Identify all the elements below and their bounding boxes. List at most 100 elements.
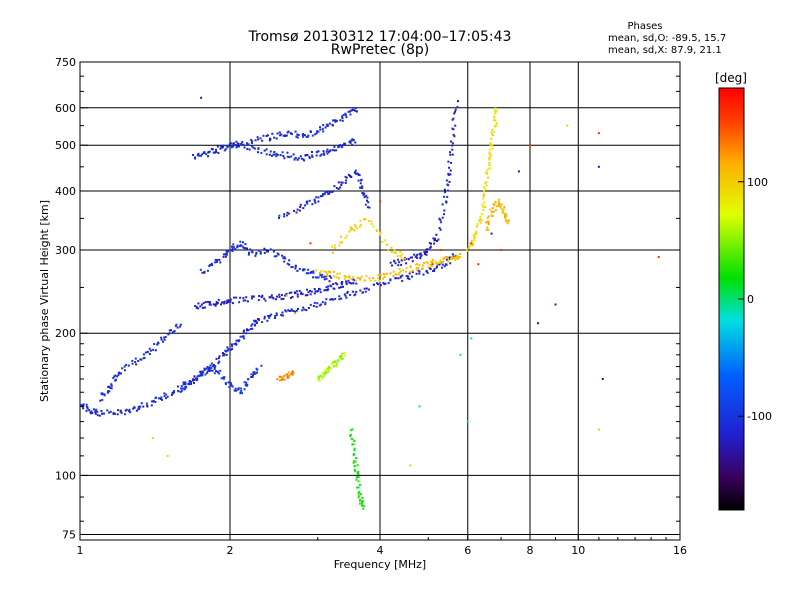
data-point [443,257,446,260]
data-point [283,157,286,160]
data-point [230,384,233,387]
data-point [340,286,342,289]
data-point [566,124,569,127]
data-point [433,239,436,242]
stats-o-mode: mean, sd,O: -89.5, 15.7 [608,33,726,44]
data-point [307,268,310,271]
data-point [490,131,493,134]
data-point [418,264,421,266]
data-point [488,162,491,165]
data-point [491,134,494,136]
data-point [294,130,297,133]
data-point [354,169,357,172]
data-point [229,348,232,351]
data-point [332,298,335,301]
data-point [135,363,138,366]
data-point [222,354,225,357]
data-point [317,377,320,380]
data-point [597,428,600,431]
data-point [317,290,320,292]
data-point [109,410,112,413]
data-point [213,364,216,367]
data-point [354,470,357,473]
data-point [254,254,257,257]
data-point [426,251,428,253]
data-point [273,151,276,153]
data-point [116,413,119,416]
data-point [255,252,258,255]
data-point [250,145,253,148]
data-point [284,257,287,260]
data-point [507,219,510,222]
data-point [338,298,341,301]
x-tick-label: 16 [673,544,687,557]
data-point [435,266,438,269]
data-point [280,133,283,136]
y-tick-label: 500 [55,139,76,152]
data-point [243,337,246,340]
data-point [422,273,425,276]
data-point [273,136,276,139]
data-point [161,398,163,401]
data-point [253,371,256,374]
data-point [168,332,171,335]
data-point [344,182,347,184]
data-point [425,270,428,273]
data-point [453,135,456,138]
data-point [337,146,340,149]
data-point [217,152,220,154]
data-point [419,252,422,255]
data-point [381,241,384,244]
data-point [474,236,477,239]
data-point [491,144,494,147]
data-point [288,263,291,266]
data-point [308,199,311,202]
data-point [306,294,309,297]
data-point [324,369,327,372]
data-point [250,373,253,376]
data-point [351,143,354,146]
data-point [127,410,130,413]
data-point [404,257,407,260]
data-point [265,153,268,156]
data-point [411,271,414,274]
data-point [360,493,362,496]
data-point [331,191,334,193]
data-point [277,253,280,256]
data-point [315,269,318,272]
data-point [216,260,218,263]
data-point [493,125,496,128]
data-point [302,306,305,309]
data-point [103,393,106,396]
data-point [482,186,485,188]
data-point [344,142,346,145]
data-point [300,291,303,294]
data-point [328,149,331,152]
data-point [117,372,120,374]
data-point [179,390,182,393]
data-point [326,148,329,151]
data-point [382,277,384,280]
data-point [200,96,203,99]
data-point [332,287,335,290]
data-point [340,145,343,148]
data-point [219,147,222,150]
data-point [319,128,322,131]
data-point [290,155,293,158]
data-points [80,96,660,510]
data-point [106,390,109,393]
data-point [360,186,363,189]
data-point [455,254,458,257]
data-point [452,117,455,120]
data-point [430,242,432,245]
data-point [322,130,325,133]
data-point [316,276,319,279]
data-point [346,234,348,237]
y-tick-label: 600 [55,102,76,115]
data-point [231,145,233,148]
data-point [184,387,187,390]
data-point [483,190,485,193]
colorbar-tick-label: 0 [747,293,754,306]
data-point [356,277,359,279]
data-point [482,197,485,200]
